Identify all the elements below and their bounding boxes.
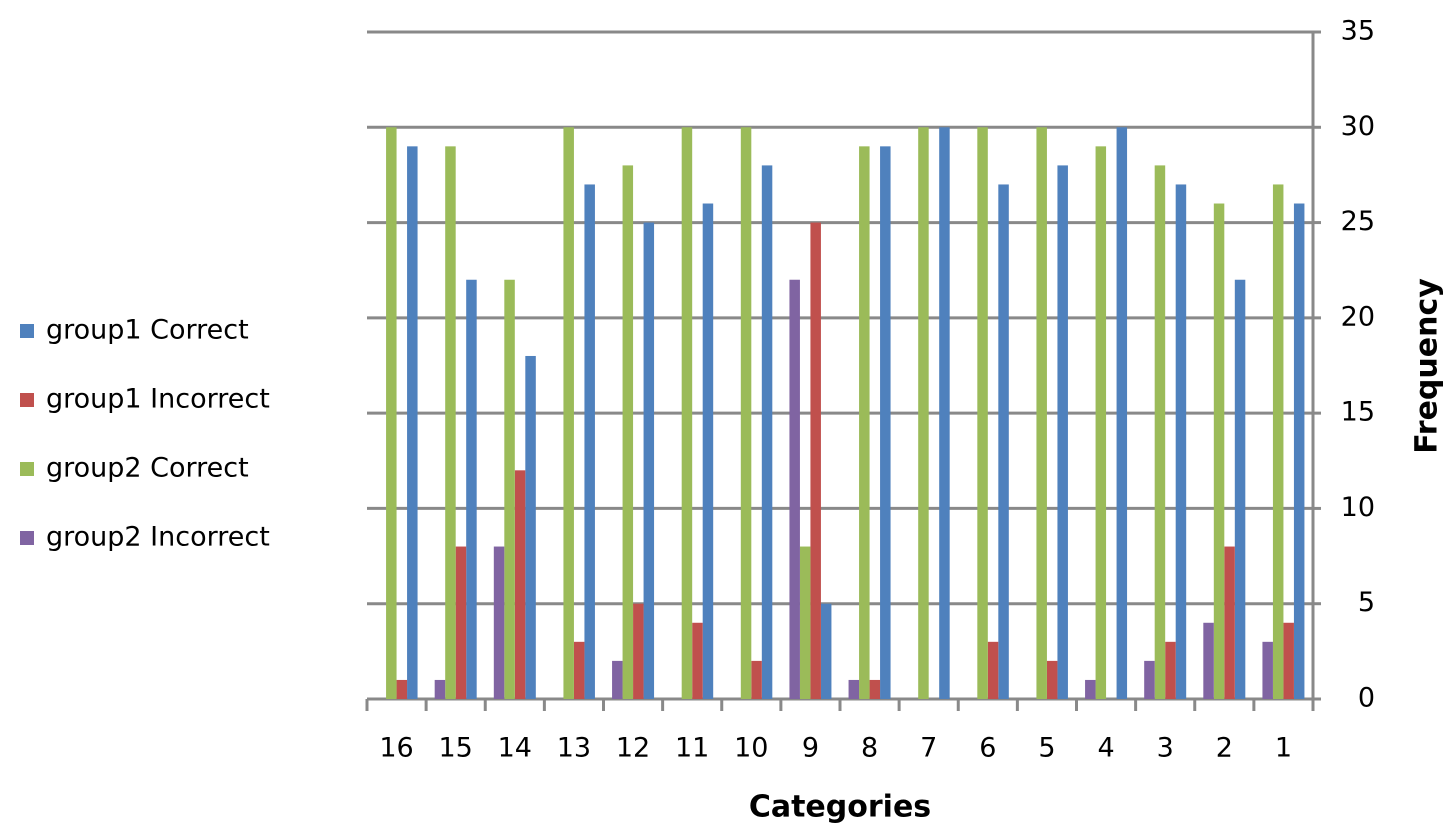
bar [573, 641, 585, 699]
legend-swatch [20, 393, 34, 407]
bar [612, 660, 623, 699]
bar [740, 127, 752, 700]
bar [622, 165, 634, 699]
bar [1203, 622, 1214, 699]
bar [1057, 165, 1068, 699]
x-tick-label: 15 [439, 733, 473, 764]
bar [525, 355, 536, 699]
x-tick-label: 5 [1038, 733, 1055, 764]
bar [1262, 641, 1273, 699]
legend-label: group2 Incorrect [46, 522, 270, 553]
bar [869, 679, 881, 699]
bar [1213, 203, 1225, 699]
bar [751, 660, 762, 699]
bar [1175, 184, 1187, 699]
x-tick-label: 10 [734, 733, 768, 764]
bar [643, 222, 655, 700]
legend-label: group1 Incorrect [46, 384, 270, 415]
bar [584, 184, 595, 699]
bar [880, 146, 891, 700]
bar [1036, 127, 1047, 700]
legend-label: group1 Correct [46, 315, 249, 346]
y-axis-title: Frequency [1410, 278, 1445, 454]
bar [998, 184, 1009, 699]
bar [514, 470, 526, 699]
bar [493, 546, 505, 699]
bar [1272, 184, 1284, 699]
y-tick-label: 20 [1341, 301, 1375, 332]
bar [859, 146, 870, 700]
x-tick-label: 3 [1157, 733, 1174, 764]
bar [1293, 203, 1305, 699]
bar [799, 546, 811, 699]
y-tick-label: 25 [1341, 206, 1375, 237]
bar [918, 127, 929, 700]
bar [563, 127, 574, 700]
bar [434, 679, 446, 699]
legend-swatch [20, 531, 34, 545]
y-tick-label: 5 [1358, 587, 1375, 618]
x-tick-label: 13 [557, 733, 591, 764]
x-tick-label: 12 [616, 733, 650, 764]
bar [445, 146, 456, 700]
bar [681, 127, 693, 700]
bar [761, 165, 773, 699]
x-tick-label: 8 [861, 733, 878, 764]
x-tick-label: 7 [920, 733, 937, 764]
bar [1234, 279, 1246, 699]
x-tick-label: 6 [979, 733, 996, 764]
bar [504, 279, 515, 699]
bar [396, 679, 408, 699]
y-tick-label: 35 [1341, 16, 1375, 47]
bar [1144, 660, 1155, 699]
bar [702, 203, 714, 699]
bar [1095, 146, 1107, 700]
bar [455, 546, 467, 699]
legend-label: group2 Correct [46, 453, 249, 484]
bar [1116, 127, 1128, 700]
bar [1085, 679, 1096, 699]
bar [466, 279, 477, 699]
legend-swatch [20, 462, 34, 476]
bar [407, 146, 418, 700]
x-tick-label: 4 [1097, 733, 1114, 764]
bar [1154, 165, 1166, 699]
y-tick-label: 0 [1358, 683, 1375, 714]
x-tick-label: 16 [379, 733, 413, 764]
bar [633, 603, 644, 699]
bar [820, 603, 832, 699]
bar [386, 127, 397, 700]
x-tick-label: 11 [675, 733, 709, 764]
bar [692, 622, 703, 699]
bar [1165, 641, 1176, 699]
x-tick-label: 9 [802, 733, 819, 764]
y-tick-label: 10 [1341, 492, 1375, 523]
bar [1046, 660, 1058, 699]
bar [789, 279, 800, 699]
x-axis-title: Categories [749, 790, 931, 825]
bar [939, 127, 950, 700]
bar [1283, 622, 1294, 699]
bar [810, 222, 821, 700]
bar [1224, 546, 1235, 699]
y-tick-label: 30 [1341, 111, 1375, 142]
x-tick-label: 1 [1275, 733, 1292, 764]
bar [977, 127, 988, 700]
x-tick-label: 14 [498, 733, 532, 764]
y-tick-label: 15 [1341, 397, 1375, 428]
bar [987, 641, 999, 699]
bar [848, 679, 860, 699]
legend-swatch [20, 324, 34, 338]
x-tick-label: 2 [1216, 733, 1233, 764]
